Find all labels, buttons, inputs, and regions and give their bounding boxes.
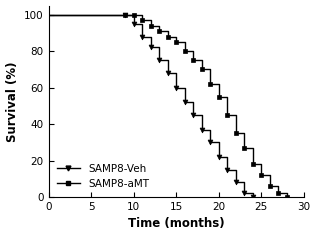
X-axis label: Time (months): Time (months) <box>128 217 225 230</box>
Legend: SAMP8-Veh, SAMP8-aMT: SAMP8-Veh, SAMP8-aMT <box>54 161 152 192</box>
Y-axis label: Survival (%): Survival (%) <box>6 61 19 142</box>
